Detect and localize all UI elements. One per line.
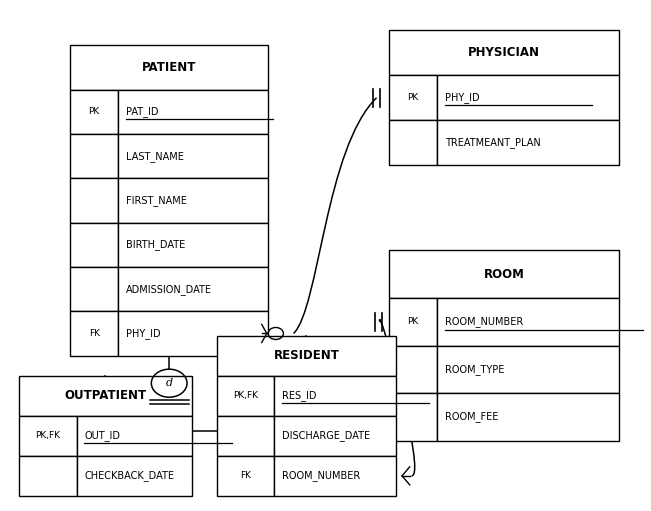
Text: TREATMEANT_PLAN: TREATMEANT_PLAN bbox=[445, 137, 540, 148]
Bar bbox=[437, 75, 619, 120]
Text: FK: FK bbox=[89, 329, 100, 338]
Text: DISCHARGE_DATE: DISCHARGE_DATE bbox=[282, 430, 370, 441]
Bar bbox=[20, 416, 77, 456]
Text: FK: FK bbox=[240, 471, 251, 480]
Text: RES_ID: RES_ID bbox=[282, 390, 316, 401]
Bar bbox=[389, 393, 437, 441]
Text: ROOM_FEE: ROOM_FEE bbox=[445, 411, 498, 423]
Bar bbox=[389, 120, 437, 166]
Bar bbox=[437, 345, 619, 393]
Bar bbox=[77, 416, 191, 456]
Bar bbox=[118, 178, 268, 223]
Text: RESIDENT: RESIDENT bbox=[273, 349, 339, 362]
Text: ROOM_NUMBER: ROOM_NUMBER bbox=[445, 316, 523, 328]
Text: PK,FK: PK,FK bbox=[233, 391, 258, 400]
Bar bbox=[118, 267, 268, 311]
Text: PK: PK bbox=[408, 317, 419, 327]
Bar bbox=[389, 75, 437, 120]
Text: ROOM_NUMBER: ROOM_NUMBER bbox=[282, 471, 361, 481]
Text: PK: PK bbox=[408, 93, 419, 102]
Text: PK: PK bbox=[89, 107, 100, 116]
Text: LAST_NAME: LAST_NAME bbox=[126, 151, 184, 161]
Text: d: d bbox=[165, 378, 173, 388]
Bar bbox=[118, 311, 268, 356]
Text: ROOM_TYPE: ROOM_TYPE bbox=[445, 364, 504, 375]
Bar bbox=[437, 393, 619, 441]
Text: PATIENT: PATIENT bbox=[142, 61, 197, 74]
Bar bbox=[77, 456, 191, 496]
Bar bbox=[70, 178, 118, 223]
Bar bbox=[437, 298, 619, 345]
Bar bbox=[20, 456, 77, 496]
Text: PHY_ID: PHY_ID bbox=[126, 328, 160, 339]
Bar bbox=[70, 134, 118, 178]
Text: ROOM: ROOM bbox=[484, 268, 525, 281]
Text: CHECKBACK_DATE: CHECKBACK_DATE bbox=[85, 471, 174, 481]
Bar bbox=[275, 376, 396, 416]
Text: ADMISSION_DATE: ADMISSION_DATE bbox=[126, 284, 212, 294]
Bar bbox=[217, 376, 275, 416]
Bar bbox=[70, 45, 268, 89]
Text: PK,FK: PK,FK bbox=[35, 431, 61, 440]
Text: OUTPATIENT: OUTPATIENT bbox=[64, 389, 146, 402]
Bar bbox=[217, 456, 275, 496]
Bar bbox=[70, 89, 118, 134]
Text: BIRTH_DATE: BIRTH_DATE bbox=[126, 239, 185, 250]
Bar bbox=[70, 311, 118, 356]
Text: FIRST_NAME: FIRST_NAME bbox=[126, 195, 187, 206]
Bar bbox=[217, 336, 396, 376]
Bar bbox=[275, 416, 396, 456]
Text: OUT_ID: OUT_ID bbox=[85, 430, 120, 441]
Bar bbox=[70, 267, 118, 311]
Bar bbox=[20, 376, 191, 416]
Bar bbox=[275, 456, 396, 496]
Bar bbox=[118, 134, 268, 178]
Bar bbox=[437, 120, 619, 166]
Text: PHY_ID: PHY_ID bbox=[445, 92, 479, 103]
Text: PAT_ID: PAT_ID bbox=[126, 106, 158, 117]
Bar bbox=[389, 250, 619, 298]
Text: PHYSICIAN: PHYSICIAN bbox=[468, 46, 540, 59]
Bar bbox=[118, 89, 268, 134]
Bar bbox=[389, 345, 437, 393]
Bar bbox=[70, 223, 118, 267]
Bar bbox=[118, 223, 268, 267]
Bar bbox=[389, 30, 619, 75]
Bar bbox=[389, 298, 437, 345]
Bar bbox=[217, 416, 275, 456]
